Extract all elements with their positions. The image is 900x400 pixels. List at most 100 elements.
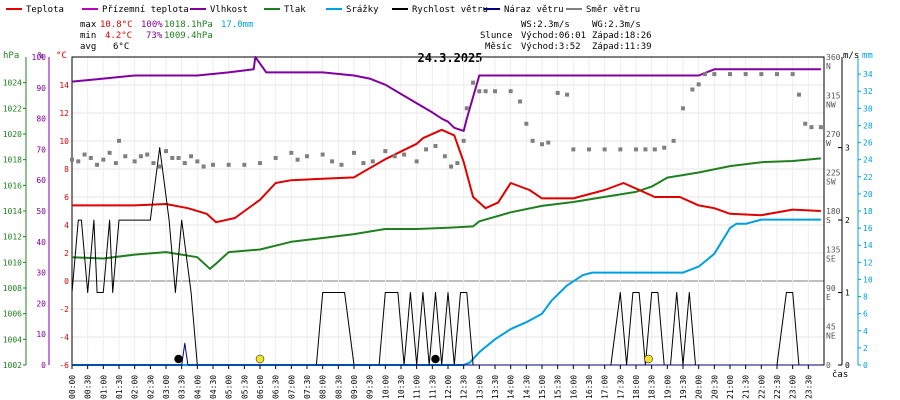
point-smer-vetru xyxy=(775,72,779,77)
info-ws: WS:2.3m/s xyxy=(521,20,570,30)
point-smer-vetru xyxy=(82,152,87,157)
point-smer-vetru xyxy=(242,162,247,167)
point-smer-vetru xyxy=(132,159,137,164)
x-axis: 00:00 00:30 01:00 01:30 02:00 02:30 03:00 03:30… xyxy=(68,365,813,399)
point-smer-vetru xyxy=(743,72,748,77)
press-tick-label: 1014 xyxy=(3,207,22,216)
point-smer-vetru xyxy=(424,147,429,152)
x-tick-label: 06:00 xyxy=(256,375,265,399)
point-smer-vetru xyxy=(643,147,648,152)
unit-wind: m/s xyxy=(843,51,859,61)
hum-tick-label: 70 xyxy=(36,145,46,154)
point-smer-vetru xyxy=(352,150,356,155)
marker-sunrise xyxy=(255,354,265,364)
dir-tick-label: 270 xyxy=(826,130,841,139)
point-smer-vetru xyxy=(652,147,657,152)
press-tick-label: 1016 xyxy=(3,181,22,190)
rain-tick-label: 30 xyxy=(863,104,873,113)
point-smer-vetru xyxy=(803,121,808,126)
point-smer-vetru xyxy=(117,138,121,143)
x-tick-label: 13:00 xyxy=(475,375,484,399)
x-tick-label: 09:30 xyxy=(366,375,375,399)
unit-rain: mm xyxy=(862,51,873,61)
legend-label-naraz-vetru: Náraz větru xyxy=(504,5,564,15)
legend: Teplota Přízemní teplota Vlhkost Tlak Srážky… xyxy=(6,5,640,15)
hum-tick-label: 90 xyxy=(36,84,46,93)
point-smer-vetru xyxy=(493,89,497,94)
chart-title: 24.3.2025 xyxy=(417,51,482,65)
point-smer-vetru xyxy=(151,161,156,166)
point-smer-vetru xyxy=(123,154,128,159)
rain-tick-label: 20 xyxy=(863,190,873,199)
point-smer-vetru xyxy=(442,154,447,159)
dir-tick-label: 315 xyxy=(826,92,841,101)
x-tick-label: 23:30 xyxy=(804,375,813,399)
info-moonrise: Východ:3:52 xyxy=(521,42,581,52)
rain-tick-label: 22 xyxy=(863,173,873,182)
point-smer-vetru xyxy=(164,149,168,154)
dir-compass-label: W xyxy=(826,139,831,148)
hum-tick-label: 50 xyxy=(36,207,46,216)
point-smer-vetru xyxy=(790,72,795,77)
temp-tick-label: 14 xyxy=(59,81,69,90)
x-tick-label: 03:00 xyxy=(162,375,171,399)
point-smer-vetru xyxy=(170,155,175,160)
hum-tick-label: 100 xyxy=(32,53,47,62)
dir-tick-label: 0 xyxy=(826,361,831,370)
info-sun-label: Slunce xyxy=(480,31,513,41)
stat-min-temp: 4.2°C xyxy=(105,31,132,41)
press-tick-label: 1006 xyxy=(3,310,22,319)
dir-tick-label: 90 xyxy=(826,284,836,293)
x-tick-label: 21:30 xyxy=(742,375,751,399)
point-smer-vetru xyxy=(681,106,685,111)
x-tick-label: 16:30 xyxy=(585,375,594,399)
point-smer-vetru xyxy=(157,164,162,169)
point-smer-vetru xyxy=(176,155,181,160)
x-tick-label: 08:30 xyxy=(334,375,343,399)
marker-sunset xyxy=(644,354,653,364)
point-smer-vetru xyxy=(370,159,375,164)
dir-compass-label: SE xyxy=(826,255,836,264)
point-smer-vetru xyxy=(518,99,523,104)
rain-tick-label: 32 xyxy=(863,87,873,96)
temp-tick-label: 10 xyxy=(59,137,69,146)
x-tick-label: 05:00 xyxy=(225,375,234,399)
wind-tick-label: 2 xyxy=(845,216,850,225)
temp-tick-label: 0 xyxy=(64,277,69,286)
rain-tick-label: 18 xyxy=(863,207,873,216)
stat-max-label: max xyxy=(80,20,97,30)
point-smer-vetru xyxy=(571,147,576,152)
point-smer-vetru xyxy=(471,80,476,85)
point-smer-vetru xyxy=(759,72,764,77)
rain-tick-label: 8 xyxy=(863,293,868,302)
x-tick-label: 14:00 xyxy=(507,375,516,399)
temp-tick-label: 6 xyxy=(64,193,69,202)
point-smer-vetru xyxy=(273,155,278,160)
x-tick-label: 01:00 xyxy=(99,375,108,399)
x-tick-label: 01:30 xyxy=(115,375,124,399)
point-smer-vetru xyxy=(138,154,143,159)
unit-press: hPa xyxy=(3,51,19,61)
x-tick-label: 06:30 xyxy=(272,375,281,399)
point-smer-vetru xyxy=(189,154,194,159)
point-smer-vetru xyxy=(305,154,309,159)
info-sunset: Západ:18:26 xyxy=(592,31,652,41)
point-smer-vetru xyxy=(540,142,544,147)
point-smer-vetru xyxy=(530,138,535,143)
point-smer-vetru xyxy=(796,92,801,97)
axis-ticks: 1024102210201018101610141012101010081006… xyxy=(3,53,873,370)
point-smer-vetru xyxy=(449,164,454,169)
point-smer-vetru xyxy=(477,89,482,94)
press-tick-label: 1012 xyxy=(3,233,22,242)
stat-max-temp: 10.8°C xyxy=(100,20,133,30)
point-smer-vetru xyxy=(634,147,638,152)
temp-tick-label: 8 xyxy=(64,165,69,174)
x-tick-label: 10:30 xyxy=(397,375,406,399)
dir-tick-label: 135 xyxy=(826,246,841,255)
legend-label-vlhkost: Vlhkost xyxy=(210,5,248,15)
info-moonset: Západ:11:39 xyxy=(592,42,652,52)
line-vlhkost xyxy=(71,56,821,132)
point-smer-vetru xyxy=(702,72,707,77)
point-smer-vetru xyxy=(696,82,701,87)
rain-tick-label: 26 xyxy=(863,139,873,148)
